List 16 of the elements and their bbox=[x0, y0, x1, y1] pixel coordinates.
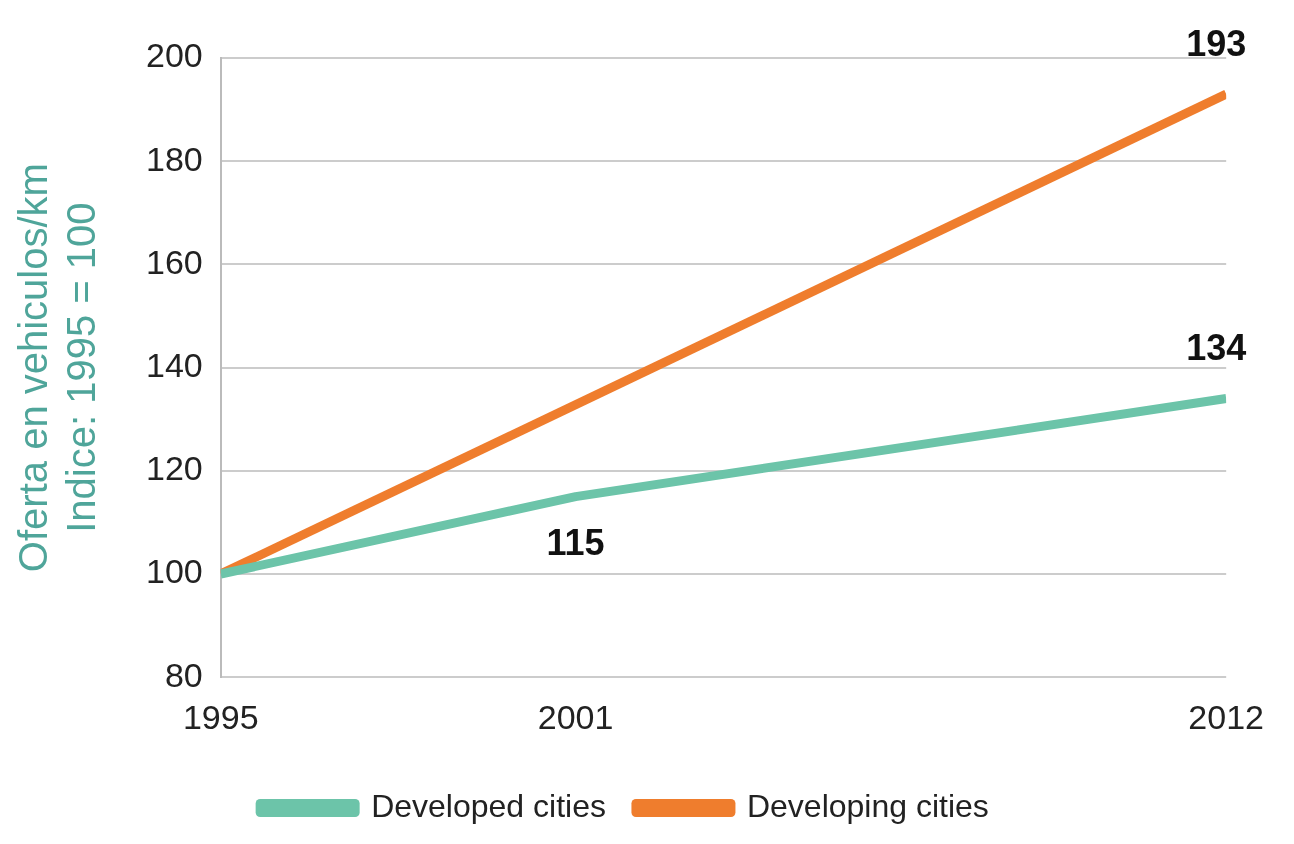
y-tick-label: 120 bbox=[145, 449, 203, 488]
y-tick-label: 100 bbox=[145, 552, 203, 591]
x-tick-label: 2001 bbox=[537, 697, 614, 736]
y-axis-title: Oferta en vehiculos/km Indice: 1995 = 100 bbox=[11, 163, 104, 573]
y-tick-label: 140 bbox=[145, 345, 203, 384]
data-label: 193 bbox=[1186, 23, 1247, 65]
x-tick-label: 1995 bbox=[182, 697, 259, 736]
y-tick-label: 160 bbox=[145, 242, 203, 281]
data-label: 115 bbox=[546, 521, 605, 563]
data-label: 134 bbox=[1186, 327, 1247, 369]
legend-label: Developing cities bbox=[746, 787, 989, 824]
y-tick-label: 80 bbox=[164, 655, 203, 694]
x-tick-label: 2012 bbox=[1188, 697, 1264, 736]
y-tick-label: 200 bbox=[145, 36, 203, 75]
legend-label: Developed cities bbox=[371, 787, 606, 824]
y-tick-label: 180 bbox=[145, 139, 203, 178]
